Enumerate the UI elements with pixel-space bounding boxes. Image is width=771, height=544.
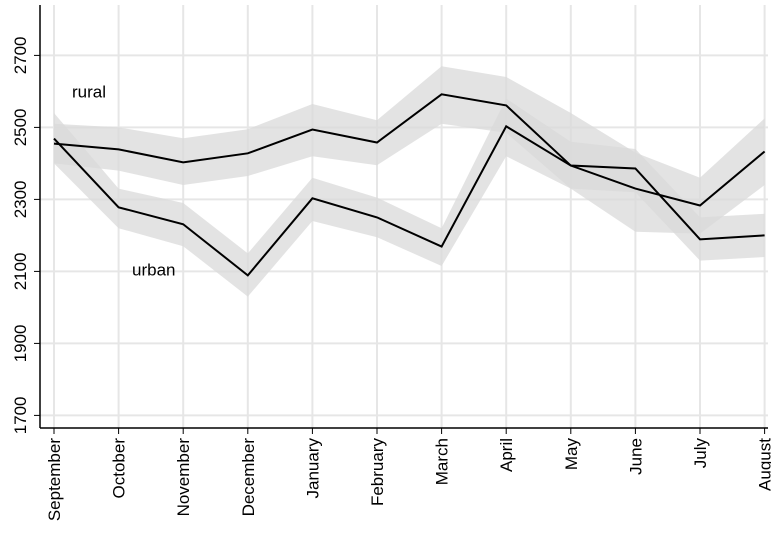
series-label: rural <box>72 82 106 101</box>
y-tick-label: 2700 <box>11 36 30 74</box>
x-tick-label: May <box>562 438 581 471</box>
x-tick-label: July <box>691 438 710 469</box>
x-tick-label: June <box>626 438 645 475</box>
x-tick-label: January <box>303 438 322 499</box>
y-tick-label: 1900 <box>11 324 30 362</box>
x-tick-label: November <box>174 438 193 517</box>
y-tick-label: 1700 <box>11 396 30 434</box>
y-tick-label: 2300 <box>11 180 30 218</box>
x-tick-label: October <box>110 438 129 499</box>
y-tick-label: 2100 <box>11 252 30 290</box>
x-tick-label: December <box>239 438 258 517</box>
y-tick-label: 2500 <box>11 108 30 146</box>
series-line <box>53 124 765 277</box>
x-tick-label: August <box>756 438 771 491</box>
confidence-band <box>54 66 765 234</box>
x-tick-label: April <box>497 438 516 472</box>
series-line <box>53 93 766 207</box>
x-tick-label: March <box>433 438 452 485</box>
x-tick-label: February <box>368 438 387 507</box>
x-tick-label: September <box>45 438 64 521</box>
confidence-band <box>54 98 765 297</box>
series-label: urban <box>132 260 175 279</box>
